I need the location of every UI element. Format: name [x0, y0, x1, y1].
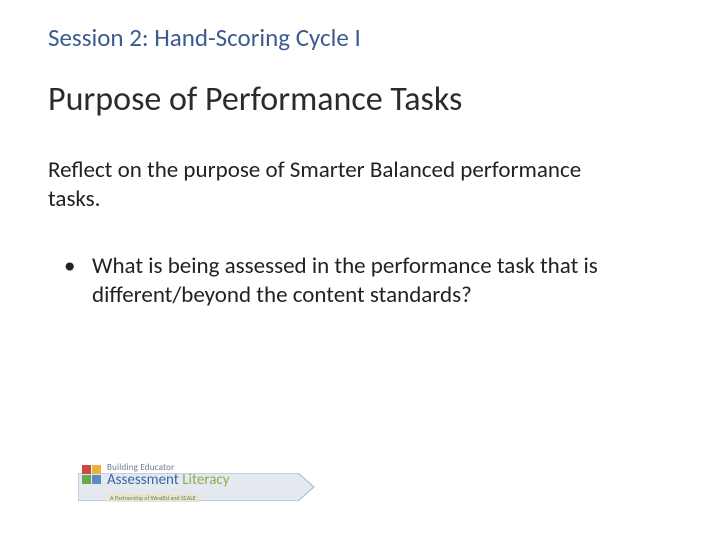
- logo-square-1: [82, 465, 91, 474]
- logo-squares-icon: [82, 465, 101, 484]
- session-title: Session 2: Hand-Scoring Cycle I: [48, 22, 672, 53]
- slide-container: Session 2: Hand-Scoring Cycle I Purpose …: [0, 0, 720, 540]
- logo-square-2: [92, 465, 101, 474]
- intro-paragraph: Reflect on the purpose of Smarter Balanc…: [48, 156, 608, 214]
- logo-line2: Assessment Literacy: [107, 473, 230, 488]
- bullet-list: What is being assessed in the performanc…: [48, 252, 672, 312]
- bullet-item: What is being assessed in the performanc…: [84, 252, 652, 312]
- logo-subline: A Partnership of WestEd and SCALE: [107, 494, 199, 502]
- logo-square-4: [92, 475, 101, 484]
- footer-logo: Building Educator Assessment Literacy A …: [78, 461, 288, 504]
- logo-square-3: [82, 475, 91, 484]
- logo-word-assessment: Assessment: [107, 471, 179, 489]
- logo-text-block: Building Educator Assessment Literacy A …: [107, 463, 230, 504]
- purpose-heading: Purpose of Performance Tasks: [48, 79, 672, 120]
- logo-word-literacy: Literacy: [179, 471, 230, 489]
